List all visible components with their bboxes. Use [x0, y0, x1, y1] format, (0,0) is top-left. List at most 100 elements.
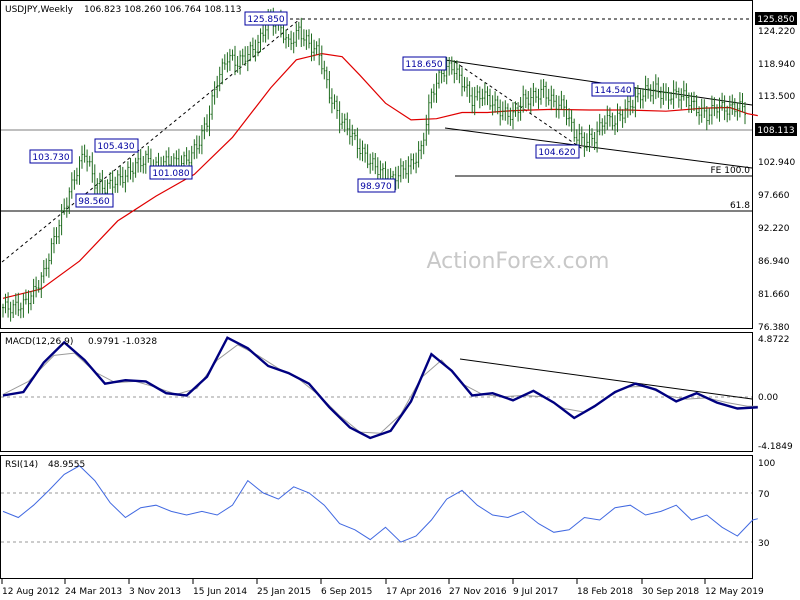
price-bar [257, 34, 259, 57]
price-label-103730: 103.730 [29, 149, 73, 164]
price-bar [626, 92, 629, 118]
price-bar [682, 80, 685, 101]
ohlc-readout: 106.823 108.260 106.764 108.113 [84, 5, 241, 15]
price-bar [680, 88, 683, 110]
price-bar [532, 83, 535, 107]
price-bar [60, 204, 63, 236]
price-bar [565, 99, 568, 126]
price-bar [111, 170, 114, 197]
price-bar [420, 140, 423, 160]
price-bar [407, 156, 410, 183]
price-bar [292, 32, 295, 54]
price-bar [142, 156, 145, 174]
price-bar [473, 86, 476, 116]
price-bar [397, 165, 400, 189]
price-bar [545, 81, 548, 107]
price-bar [705, 106, 708, 131]
price-bar [68, 187, 71, 214]
macd-trendline [459, 358, 753, 400]
rsi-panel: RSI(14) 48.9555 100 70 30 [1, 459, 775, 549]
price-bar [126, 161, 129, 183]
price-bar [147, 146, 150, 163]
price-label-125850: 125.850 [244, 11, 288, 26]
price-bar [552, 88, 555, 108]
macd-title: MACD(12,26,9) [5, 337, 73, 347]
macd-readout: 0.9791 -1.0328 [88, 337, 157, 347]
price-bar [78, 156, 81, 185]
price-label-118650: 118.650 [402, 56, 447, 71]
price-bar [203, 117, 206, 140]
price-bar [285, 29, 287, 49]
watermark: ActionForex.com [427, 249, 610, 274]
price-bar [491, 95, 494, 116]
price-bar [583, 132, 586, 157]
price-bar [677, 87, 680, 108]
price-bar [468, 81, 471, 103]
price-bar [726, 105, 729, 123]
price-bar [461, 67, 463, 97]
price-bar [494, 91, 497, 113]
price-bar [716, 104, 718, 119]
price-bar [137, 151, 140, 173]
price-bar [310, 33, 313, 62]
price-bar [124, 169, 127, 193]
price-bar [32, 278, 35, 304]
price-bar [672, 80, 675, 109]
price-bar [728, 95, 731, 121]
channel-lower [444, 127, 753, 169]
price-label-text: 98.560 [78, 197, 110, 207]
price-bar [366, 144, 369, 169]
price-bar [596, 121, 599, 153]
price-bar [318, 38, 321, 66]
price-bar [506, 103, 509, 125]
rsi-title: RSI(14) [5, 460, 38, 470]
price-bar [63, 198, 66, 215]
price-bar [455, 60, 458, 80]
price-bar [463, 76, 466, 92]
price-bar [591, 128, 593, 146]
price-bar [297, 21, 300, 40]
price-bar [540, 79, 542, 105]
price-bar [665, 83, 667, 101]
x-tick-label: 25 Jan 2015 [257, 587, 311, 597]
price-bar [246, 46, 249, 72]
price-bar [251, 37, 254, 58]
price-bar [93, 164, 96, 197]
price-bar [698, 106, 701, 125]
price-bar [547, 88, 550, 106]
price-label-105430: 105.430 [94, 138, 139, 153]
price-label-text: 125.850 [247, 15, 284, 25]
price-label-98560: 98.560 [75, 193, 114, 208]
price-bar [642, 88, 644, 109]
price-bar [241, 48, 244, 66]
price-bar [17, 292, 20, 317]
price-bar [588, 124, 591, 152]
price-bar [234, 45, 236, 76]
price-bar [415, 152, 418, 174]
price-bar [608, 107, 611, 127]
price-bar [614, 115, 616, 135]
price-bar [708, 107, 711, 125]
price-bar [639, 89, 642, 109]
price-bar [410, 153, 412, 175]
price-bar [458, 64, 461, 84]
x-tick-label: 12 May 2019 [705, 587, 764, 597]
price-bar [422, 132, 425, 155]
price-bar [603, 115, 606, 134]
fibo-label-fe100: FE 100.0 [711, 166, 751, 176]
price-bar [208, 105, 211, 137]
price-bar [654, 74, 657, 100]
price-bar [657, 77, 660, 98]
price-bar [336, 95, 338, 119]
price-bar [81, 145, 83, 169]
x-tick-label: 12 Aug 2012 [2, 587, 60, 597]
price-bar [287, 34, 290, 47]
high-price-tag-text: 125.850 [757, 15, 794, 25]
price-bar [14, 293, 17, 315]
price-bar [710, 95, 713, 125]
price-bar [200, 125, 203, 155]
price-bar [302, 29, 305, 47]
price-bar [338, 101, 341, 134]
price-bar [483, 82, 486, 106]
y-tick-label: 118.940 [758, 60, 795, 70]
